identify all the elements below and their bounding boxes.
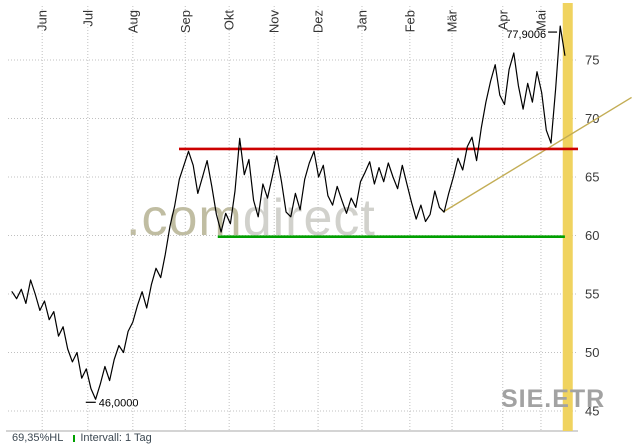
month-label: Mär — [445, 9, 460, 32]
y-tick-label: 55 — [585, 287, 599, 302]
month-label: Mai — [533, 10, 548, 31]
hl-range-value: 69,35%HL — [12, 432, 64, 444]
y-tick-label: 65 — [585, 170, 599, 185]
month-label: Nov — [267, 10, 282, 34]
y-tick-label: 45 — [585, 404, 599, 419]
comdirect-watermark: .comdirect — [126, 188, 376, 248]
interval-label: Intervall: 1 Tag — [80, 432, 152, 444]
y-tick-label: 60 — [585, 228, 599, 243]
symbol-label: SIE.ETR — [501, 385, 606, 413]
y-tick-label: 70 — [585, 111, 599, 126]
month-label: Okt — [222, 10, 237, 31]
today-band — [562, 3, 573, 431]
month-label: Aug — [125, 10, 140, 33]
month-label: Jul — [80, 10, 95, 27]
low-price-label: 46,0000 — [99, 397, 139, 409]
y-tick-label: 75 — [585, 53, 599, 68]
chart-footer: 69,35%HL Intervall: 1 Tag — [12, 432, 152, 444]
month-label: Sep — [178, 10, 193, 33]
month-label: Feb — [402, 10, 417, 32]
month-label: Dez — [311, 10, 326, 33]
month-label: Apr — [495, 9, 510, 30]
price-line[interactable] — [11, 25, 566, 400]
high-price-label: 77,9006 — [506, 29, 546, 41]
month-label: Jun — [35, 10, 50, 31]
month-label: Jan — [354, 10, 369, 31]
trend-line[interactable] — [442, 96, 632, 213]
y-tick-label: 50 — [585, 345, 599, 360]
interval-marker-icon — [73, 434, 76, 442]
